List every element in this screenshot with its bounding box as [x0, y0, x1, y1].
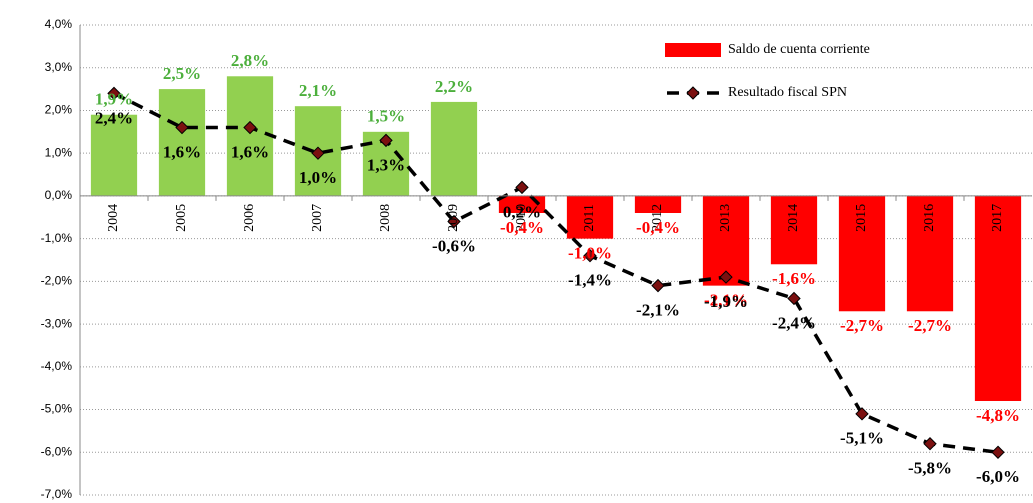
legend-marker	[686, 86, 700, 100]
marker	[175, 120, 189, 135]
y-tick-label: -5,0%	[41, 402, 73, 416]
bar-value-label: -1,6%	[772, 269, 816, 288]
line-value-label: -1,9%	[704, 292, 748, 311]
x-tick-label: 2012	[650, 204, 665, 232]
line-value-label: -2,4%	[772, 313, 816, 332]
line-value-label: -6,0%	[976, 467, 1020, 486]
legend-label: Resultado fiscal SPN	[728, 85, 847, 100]
y-tick-label: -4,0%	[41, 359, 73, 373]
line-value-label: 1,0%	[299, 168, 337, 187]
x-tick-label: 2017	[990, 204, 1005, 232]
bar	[770, 195, 818, 265]
y-tick-label: -3,0%	[41, 316, 73, 330]
marker	[107, 86, 121, 101]
y-tick-label: 4,0%	[45, 17, 73, 31]
bar	[430, 101, 478, 196]
line-value-label: 1,3%	[367, 155, 405, 174]
line-value-label: 0,2%	[503, 202, 541, 221]
x-tick-label: 2010	[514, 204, 529, 232]
bar-value-label: -4,8%	[976, 406, 1020, 425]
y-tick-label: -2,0%	[41, 274, 73, 288]
y-tick-label: 1,0%	[45, 145, 73, 159]
x-tick-label: 2006	[242, 204, 257, 232]
line-value-label: 1,6%	[231, 142, 269, 161]
bar	[838, 195, 886, 312]
marker	[855, 407, 869, 421]
line-value-label: 1,6%	[163, 142, 201, 161]
y-tick-label: -1,0%	[41, 231, 73, 245]
bar-value-label: -2,7%	[908, 316, 952, 335]
x-tick-label: 2016	[922, 204, 937, 232]
marker	[243, 120, 257, 135]
line-value-label: -2,1%	[636, 301, 680, 320]
x-tick-label: 2007	[310, 204, 325, 232]
bar-value-label: -0,4%	[636, 218, 680, 237]
marker	[311, 146, 325, 160]
marker	[923, 437, 937, 451]
line-value-label: -5,1%	[840, 429, 884, 448]
x-tick-label: 2005	[174, 204, 189, 232]
y-tick-label: 2,0%	[45, 103, 73, 117]
bar	[158, 89, 206, 196]
bar-value-label: 2,8%	[231, 51, 269, 70]
bar-value-label: 1,9%	[95, 90, 133, 109]
bar-value-label: 2,5%	[163, 64, 201, 83]
x-tick-label: 2013	[718, 204, 733, 232]
marker	[787, 291, 801, 306]
bar-value-label: 2,1%	[299, 81, 337, 100]
x-tick-label: 2011	[582, 204, 597, 231]
x-tick-label: 2014	[786, 204, 801, 232]
marker	[719, 270, 733, 284]
y-tick-label: 0,0%	[45, 188, 73, 202]
marker	[583, 249, 597, 263]
x-tick-label: 2009	[446, 204, 461, 232]
bar	[634, 195, 682, 213]
line-value-label: 2,4%	[95, 108, 133, 127]
bar-value-label: 2,2%	[435, 77, 473, 96]
bar	[226, 76, 274, 196]
marker	[515, 180, 529, 195]
marker	[991, 445, 1005, 459]
line-value-label: -0,6%	[432, 236, 476, 255]
marker	[447, 214, 461, 229]
y-tick-label: -7,0%	[41, 487, 73, 501]
line-value-label: -5,8%	[908, 459, 952, 478]
bar-value-label: -2,1%	[704, 291, 748, 310]
marker	[379, 133, 393, 148]
bar-value-label: -1,0%	[568, 244, 612, 263]
x-tick-label: 2004	[106, 204, 121, 232]
bar	[566, 195, 614, 239]
bar-value-label: -2,7%	[840, 316, 884, 335]
x-tick-label: 2015	[854, 204, 869, 232]
legend-label: Saldo de cuenta corriente	[728, 42, 870, 57]
bar	[974, 195, 1022, 401]
bar	[90, 114, 138, 196]
y-tick-label: 3,0%	[45, 60, 73, 74]
line-value-label: -1,4%	[568, 271, 612, 290]
bar-value-label: 1,5%	[367, 107, 405, 126]
y-tick-label: -6,0%	[41, 444, 73, 458]
bar-value-label: -0,4%	[500, 218, 544, 237]
x-tick-label: 2008	[378, 204, 393, 232]
legend-swatch	[665, 43, 721, 57]
line	[113, 91, 999, 455]
marker	[651, 278, 665, 293]
bar	[906, 195, 954, 312]
